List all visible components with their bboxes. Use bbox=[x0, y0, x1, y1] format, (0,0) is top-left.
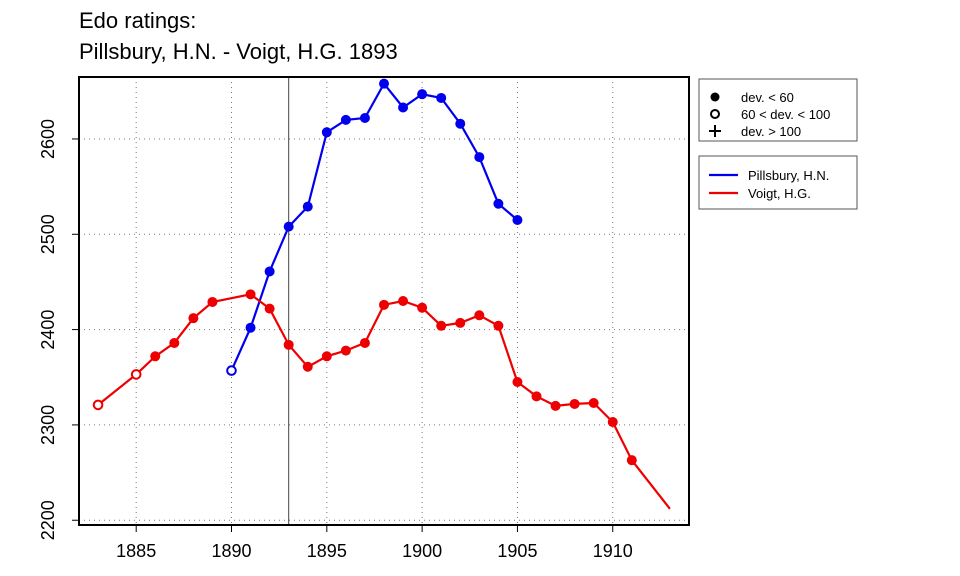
data-point bbox=[92, 399, 104, 411]
series-legend-label: Pillsbury, H.N. bbox=[748, 168, 829, 183]
data-point bbox=[436, 320, 447, 331]
y-tick-label: 2500 bbox=[38, 214, 58, 254]
series-line-0 bbox=[230, 81, 519, 372]
y-tick-label: 2300 bbox=[38, 405, 58, 445]
series-legend-label: Voigt, H.G. bbox=[748, 186, 811, 201]
marker-legend-label: dev. > 100 bbox=[741, 124, 801, 139]
data-point bbox=[417, 89, 428, 100]
data-point bbox=[607, 417, 618, 428]
data-point bbox=[550, 400, 561, 411]
data-point bbox=[169, 337, 180, 348]
data-point bbox=[569, 398, 580, 409]
data-point bbox=[588, 397, 599, 408]
data-point bbox=[455, 118, 466, 129]
y-tick-label: 2400 bbox=[38, 310, 58, 350]
data-point bbox=[398, 296, 409, 306]
y-tick-label: 2600 bbox=[38, 119, 58, 159]
chart-title-line-2: Pillsbury, H.N. - Voigt, H.G. 1893 bbox=[79, 39, 398, 64]
y-tick-label: 2200 bbox=[38, 500, 58, 540]
marker-legend-label: dev. < 60 bbox=[741, 90, 794, 105]
data-point bbox=[226, 365, 237, 376]
x-tick-label: 1895 bbox=[307, 541, 347, 561]
x-tick-label: 1905 bbox=[497, 541, 537, 561]
data-point bbox=[493, 198, 504, 209]
data-point bbox=[340, 345, 351, 356]
data-point bbox=[302, 201, 313, 212]
data-point bbox=[245, 289, 256, 300]
plot-frame bbox=[78, 76, 690, 526]
data-point bbox=[379, 299, 389, 310]
data-point bbox=[264, 266, 275, 277]
chart-title-line-1: Edo ratings: bbox=[79, 8, 197, 33]
marker-legend-label: 60 < dev. < 100 bbox=[741, 107, 830, 122]
x-tick-label: 1910 bbox=[593, 541, 633, 561]
data-point bbox=[398, 102, 409, 113]
data-point bbox=[188, 313, 199, 324]
data-point bbox=[626, 455, 637, 466]
legend-open-circle-icon bbox=[710, 109, 720, 119]
data-point bbox=[264, 303, 275, 314]
legend-plus-icon bbox=[709, 125, 721, 137]
x-tick-label: 1890 bbox=[211, 541, 251, 561]
data-point bbox=[340, 114, 351, 125]
x-tick-label: 1885 bbox=[116, 541, 156, 561]
x-tick-label: 1900 bbox=[402, 541, 442, 561]
data-point bbox=[283, 221, 294, 232]
data-point bbox=[130, 369, 142, 380]
data-point bbox=[379, 78, 389, 89]
data-point bbox=[531, 391, 542, 402]
data-point bbox=[474, 152, 485, 163]
data-point bbox=[321, 127, 332, 138]
data-point bbox=[302, 361, 313, 372]
marker-legend-box bbox=[698, 78, 858, 142]
data-point bbox=[493, 320, 504, 331]
data-point bbox=[512, 377, 523, 388]
data-point bbox=[359, 112, 370, 123]
data-point bbox=[436, 92, 447, 103]
data-point bbox=[512, 214, 523, 225]
data-point bbox=[417, 302, 428, 313]
legend-filled-circle-icon bbox=[710, 92, 720, 102]
data-point bbox=[245, 322, 256, 333]
data-point bbox=[455, 317, 466, 328]
data-point bbox=[283, 339, 294, 350]
data-point bbox=[359, 337, 370, 348]
data-point bbox=[321, 351, 332, 362]
data-point bbox=[150, 351, 161, 362]
data-point bbox=[207, 296, 218, 307]
series-legend-box bbox=[698, 155, 858, 210]
series-line-1 bbox=[97, 293, 671, 510]
data-point bbox=[474, 310, 485, 321]
